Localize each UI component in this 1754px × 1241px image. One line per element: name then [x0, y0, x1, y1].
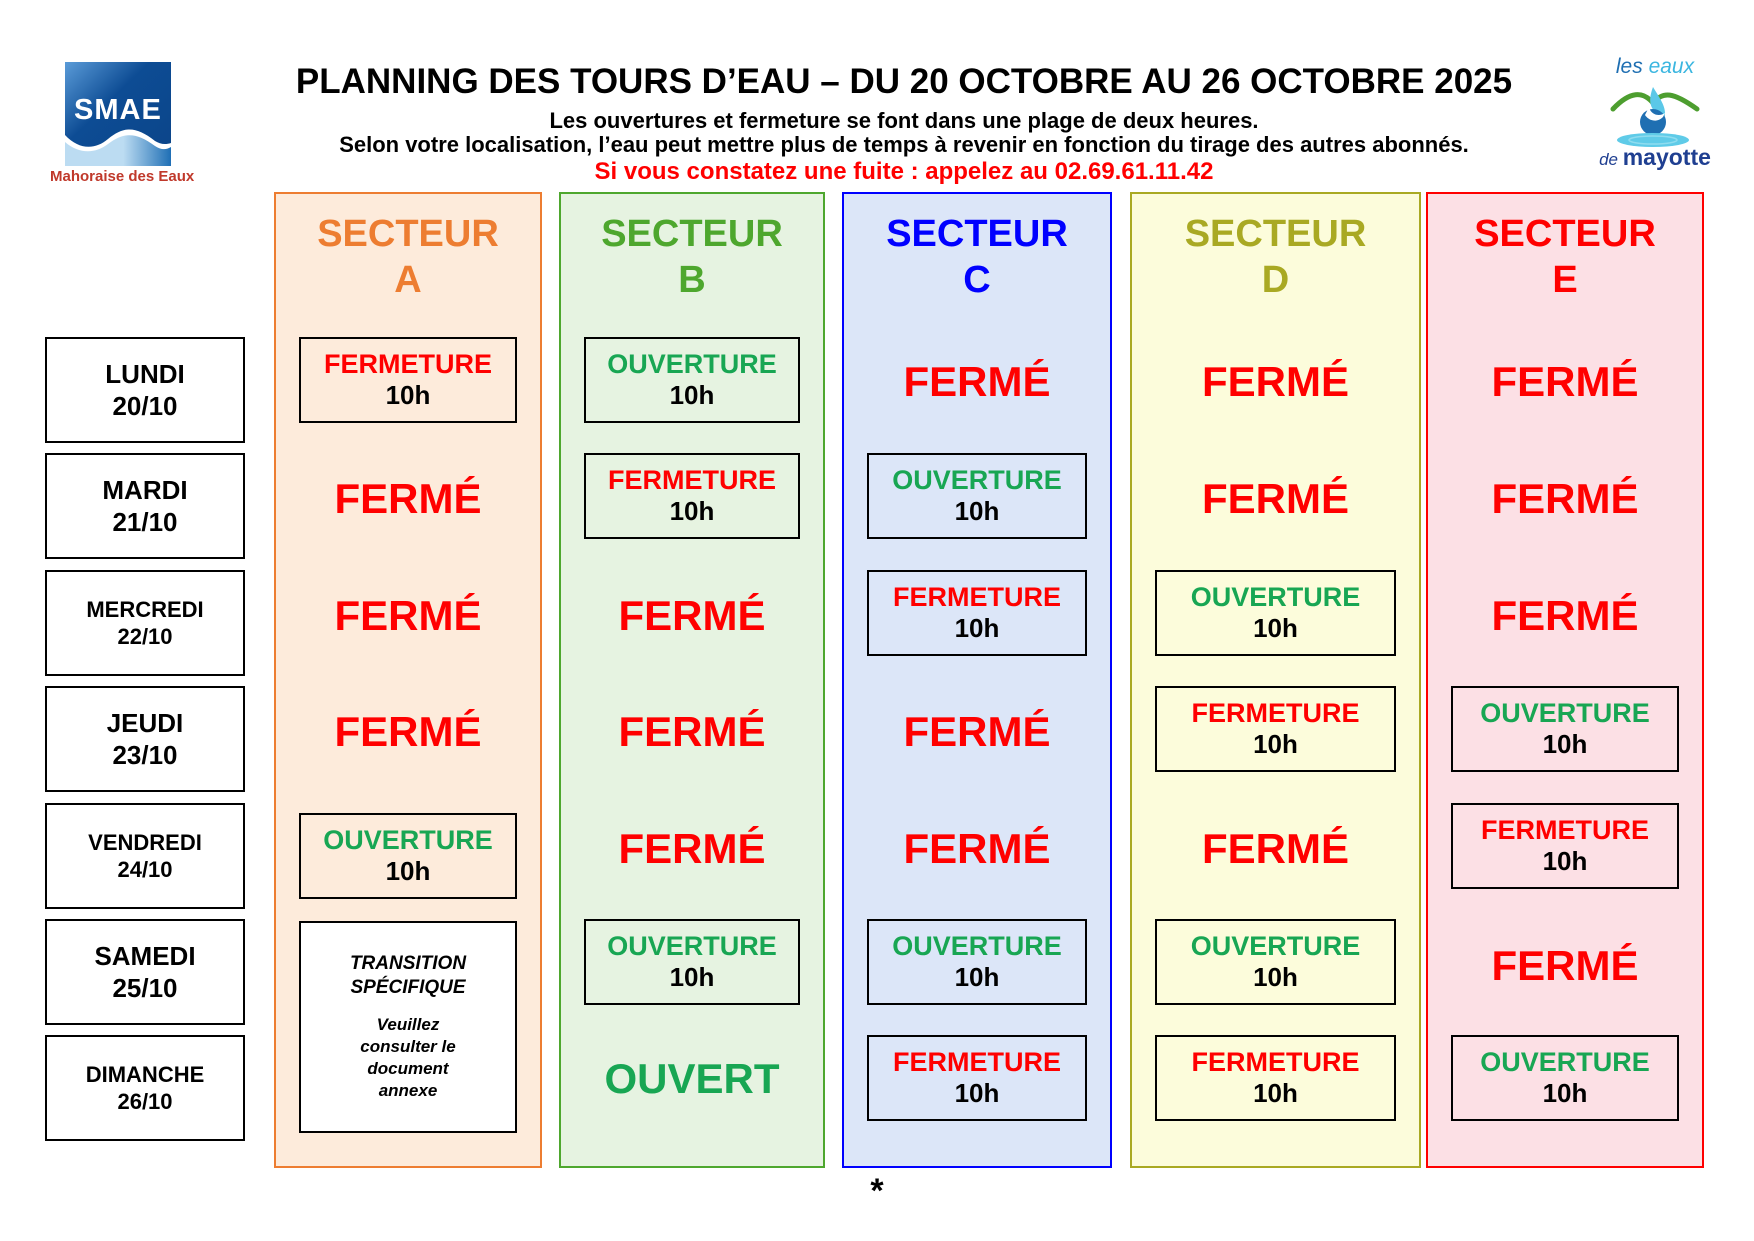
- svg-text:SMAE: SMAE: [74, 94, 162, 126]
